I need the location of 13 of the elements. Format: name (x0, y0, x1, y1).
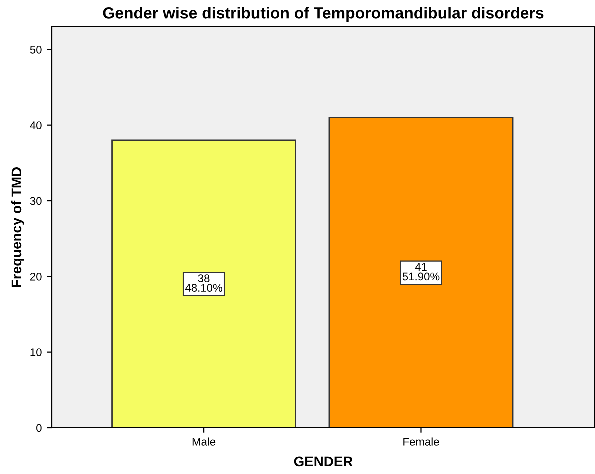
y-tick-label: 20 (30, 272, 42, 281)
y-tick-label: 30 (30, 197, 42, 206)
chart-title: Gender wise distribution of Temporomandibular disorders (103, 7, 544, 22)
y-tick-label: 10 (30, 348, 42, 356)
x-tick-label: Male (192, 438, 216, 446)
x-tick-label: Female (404, 438, 440, 446)
data-label: 41 51.90% (402, 263, 440, 281)
y-tick-label: 40 (30, 122, 42, 130)
x-axis-title: GENDER (294, 456, 353, 467)
data-label: 38 48.10% (185, 274, 222, 292)
y-tick-label: 0 (36, 424, 42, 432)
y-tick-label: 50 (30, 46, 42, 54)
y-axis-title: Frequency of TMD (11, 168, 24, 288)
